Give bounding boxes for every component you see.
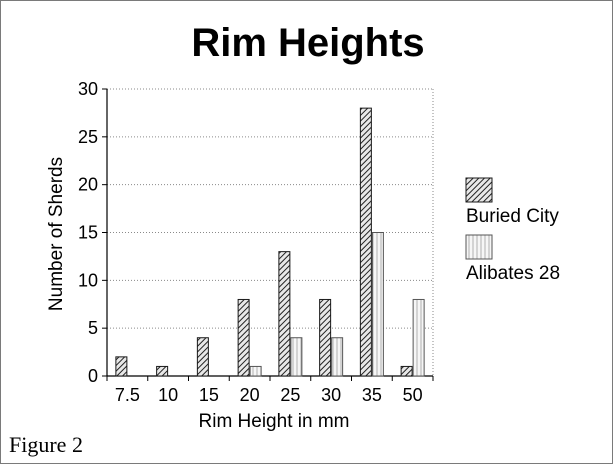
legend: Buried City Alibates 28 bbox=[465, 177, 560, 284]
bar-alibates-28 bbox=[290, 337, 303, 377]
bar-alibates-28 bbox=[412, 298, 425, 377]
bar-buried-city bbox=[237, 298, 250, 377]
y-tick-label: 25 bbox=[78, 127, 98, 147]
legend-swatch bbox=[465, 177, 493, 203]
x-axis-label: Rim Height in mm bbox=[199, 411, 350, 432]
legend-swatch bbox=[465, 234, 493, 260]
x-tick-label: 15 bbox=[199, 385, 219, 405]
x-tick-label: 50 bbox=[403, 385, 423, 405]
bar-buried-city bbox=[319, 298, 332, 377]
bar-alibates-28 bbox=[371, 232, 384, 377]
bar-buried-city bbox=[400, 365, 413, 377]
bar-alibates-28 bbox=[331, 337, 344, 377]
x-tick-label: 10 bbox=[158, 385, 178, 405]
figure-caption: Figure 2 bbox=[9, 432, 83, 457]
y-tick-label: 10 bbox=[78, 270, 98, 290]
bar-buried-city bbox=[278, 251, 291, 377]
legend-label: Alibates 28 bbox=[466, 263, 560, 284]
x-tick-label: 30 bbox=[321, 385, 341, 405]
x-tick-label: 7.5 bbox=[115, 385, 140, 405]
y-tick-label: 15 bbox=[78, 223, 98, 243]
y-tick-label: 20 bbox=[78, 175, 98, 195]
chart-title: Rim Heights bbox=[191, 21, 424, 65]
x-tick-label: 25 bbox=[280, 385, 300, 405]
bar-alibates-28 bbox=[249, 365, 262, 377]
x-tick-label: 20 bbox=[240, 385, 260, 405]
y-axis-label: Number of Sherds bbox=[46, 157, 67, 311]
y-tick-label: 30 bbox=[78, 79, 98, 99]
y-tick-label: 0 bbox=[88, 366, 98, 386]
bar-buried-city bbox=[115, 356, 128, 377]
bar-buried-city bbox=[196, 337, 209, 377]
legend-label: Buried City bbox=[466, 206, 559, 227]
y-tick-label: 5 bbox=[88, 318, 98, 338]
x-tick-label: 35 bbox=[362, 385, 382, 405]
bar-buried-city bbox=[156, 365, 169, 377]
bar-buried-city bbox=[359, 107, 372, 377]
